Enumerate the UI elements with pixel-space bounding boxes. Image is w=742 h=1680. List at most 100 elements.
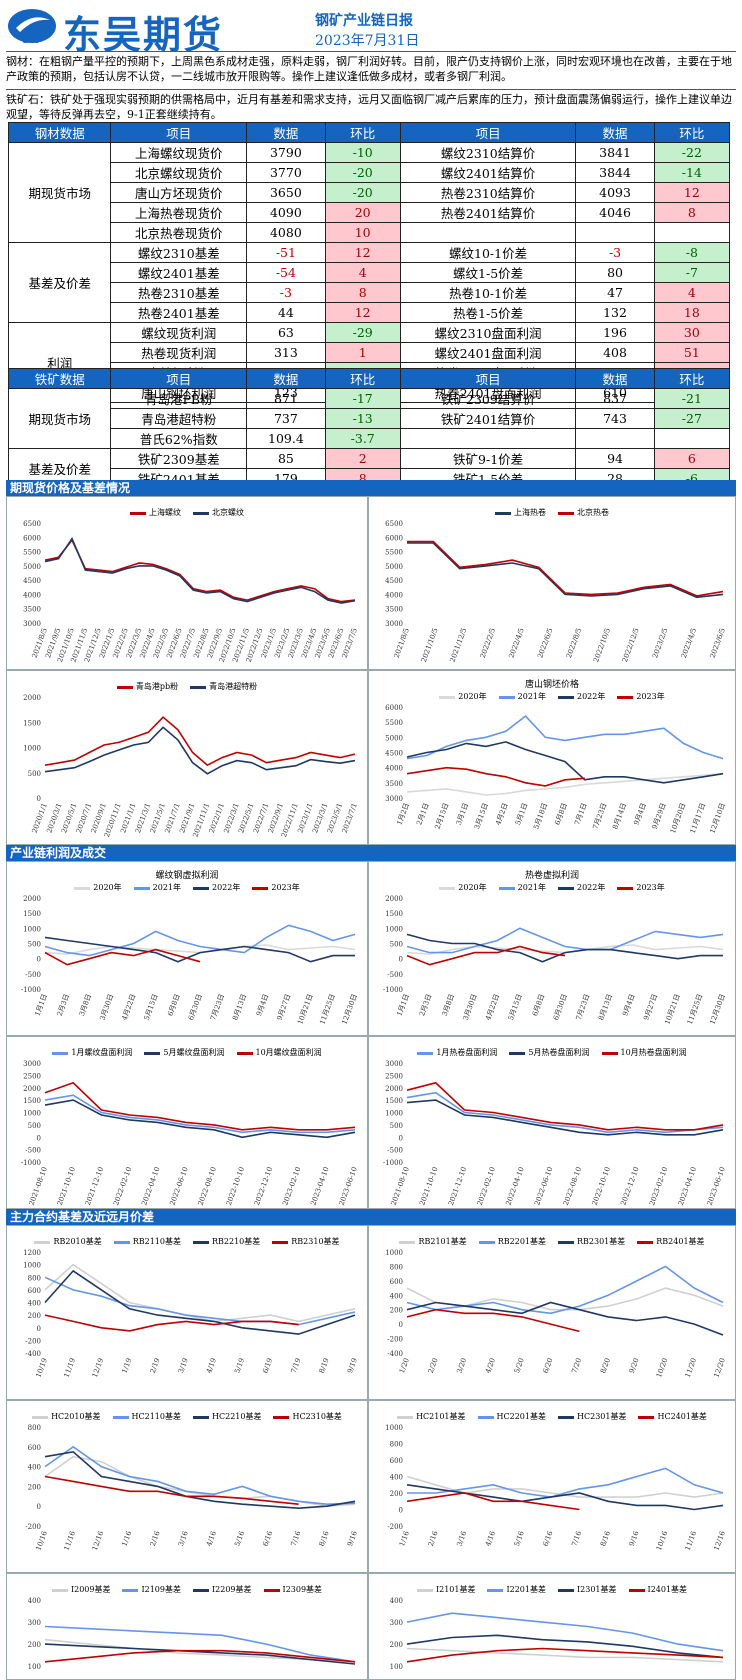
series-line [406,1484,724,1511]
legend-swatch [252,886,269,890]
y-tick-label: -500 [25,971,41,979]
item-change: -14 [653,162,731,183]
legend-label: HC2310基差 [292,1412,342,1421]
item-change: 51 [653,342,731,363]
legend-swatch [478,1240,495,1244]
legend-item: 2020年 [439,691,487,702]
legend-label: 青岛港超特粉 [209,682,258,691]
x-tick-label: 5月18日 [532,802,549,830]
x-tick-label: 2023/2/5 [651,627,669,659]
series-line [44,1094,356,1134]
legend-swatch [193,886,209,890]
table-row: 期现货市场 上海螺纹现货价 3790 -10 螺纹2310结算价 3841 -22 [7,142,731,243]
chart-legend: HC2101基差 HC2201基差 HC2301基差 HC2401基差 [369,1411,735,1422]
x-tick-label: 2023-02-10 [648,1166,669,1207]
y-tick-label: 0 [37,795,41,803]
y-tick-label: 0 [399,1134,403,1142]
x-tick-label: 2023-04-10 [677,1166,698,1207]
x-tick-label: 2022-12-10 [619,1166,640,1207]
item-name: 普氏62%指数 [110,428,248,449]
chart-panel: -400 -200 0 200 400 600 800 1000 1/20 2/20 3/20 4/2… [368,1225,736,1400]
y-tick-label: 600 [28,1444,41,1452]
x-tick-label: 10/19 [34,1357,48,1379]
x-tick-label: 2022-10-10 [591,1166,612,1207]
x-tick-label: 7月23日 [591,802,608,830]
chart-panel: 3000 3500 4000 4500 5000 5500 6000 1月2日 2月1日 2月15… [368,670,736,845]
series-line [406,927,724,954]
table-header-cell: 数据 [246,368,326,389]
table-row: 利润 螺纹现货利润 63 -29 螺纹2310盘面利润 196 30 [7,322,731,403]
x-tick-label: 4月22日 [484,993,501,1021]
item-value: 109.4 [246,428,326,449]
item-value: 4093 [575,182,655,203]
chart-panel: -1000 -500 0 500 1000 1500 2000 1月1日 2月3日 3月8日 3月3… [6,861,368,1036]
x-tick-label: 2/20 [427,1357,440,1375]
x-tick-label: 8/16 [599,1529,612,1547]
item-value: 3650 [246,182,326,203]
x-tick-label: 2022-12-10 [253,1166,274,1207]
series-line [44,1081,356,1131]
legend-item: I2201基差 [487,1584,546,1595]
chart-plot: -1000 -500 0 500 1000 1500 2000 2500 3000 2021-08… [21,1060,359,1207]
y-tick-label: 1000 [23,925,41,933]
x-tick-label: 2021/10/5 [420,627,440,663]
logo-sub: SCF [22,36,41,46]
legend-item: HC2401基差 [638,1411,707,1422]
x-tick-label: 2021/12/5 [449,627,469,663]
series-line [406,933,723,963]
chart-plot: 300035004000450050005500600065002021/8/5… [23,520,359,663]
item-name: 青岛港超特粉 [110,408,248,429]
legend-swatch [399,1240,416,1244]
item-change: -10 [324,142,401,163]
table-row: 热卷现货利润 313 1 螺纹2401盘面利润 408 51 [9,342,731,363]
legend-label: 2022年 [212,883,241,892]
table-row: 上海热卷现货价 4090 20 热卷2401结算价 4046 8 [9,202,731,223]
item-value: 313 [246,342,326,363]
legend-label: HC2010基差 [51,1412,101,1421]
legend-label: 5月热卷盘面利润 [528,1048,590,1057]
report-title: 钢矿产业链日报 [315,13,413,29]
chart-plot: -200 0 200 400 600 800 10/16 11/16 12/16 1/16 2/16… [25,1424,359,1552]
item-value: 871 [246,388,326,409]
chart-panel: 0 500 1000 1500 2000 2020/1/1 2020/3/1 2020/5/1… [6,670,368,845]
legend-item: HC2210基差 [193,1411,261,1422]
x-tick-label: 12/19 [91,1357,105,1379]
legend-label: 2020年 [93,883,122,892]
series-line [406,766,585,787]
x-tick-label: 10月20日 [669,802,687,835]
y-tick-label: 3000 [385,1060,403,1068]
item-value: 80 [575,262,655,283]
x-tick-label: 2022-02-10 [476,1166,497,1207]
item-value: -3 [246,282,326,303]
item-name [399,428,577,449]
legend-item: 2023年 [252,882,300,893]
x-tick-label: 2022-06-10 [168,1166,189,1207]
legend-swatch [116,685,133,689]
series-line [44,1276,356,1326]
x-tick-label: 9月4日 [633,802,648,826]
item-value: 94 [575,448,655,469]
x-tick-label: 12月30日 [708,993,726,1026]
x-tick-label: 5月1日 [514,802,529,826]
legend-label: I2101基差 [435,1585,476,1594]
series-line [406,772,724,796]
legend-label: RB2010基差 [53,1237,102,1246]
series-line [44,936,355,963]
x-tick-label: 10/16 [34,1529,49,1551]
x-tick-label: 2022-08-10 [197,1166,218,1207]
x-tick-label: 1月1日 [396,993,411,1017]
x-tick-label: 3月30日 [98,993,115,1021]
y-tick-label: 2000 [385,1085,403,1093]
legend-item: I2209基差 [193,1584,252,1595]
x-tick-label: 2月3日 [56,993,71,1017]
x-tick-label: 10/16 [655,1529,670,1551]
legend-item: 2023年 [617,882,665,893]
legend-label: RB2101基差 [418,1237,467,1246]
x-tick-label: 4/19 [205,1357,218,1375]
y-tick-label: 500 [28,770,41,778]
chart-title: 热卷虚拟利润 [524,871,579,881]
company-logo-icon: SCF [8,9,56,46]
x-tick-label: 9月29日 [651,802,668,830]
y-tick-label: 400 [390,1474,403,1482]
y-tick-label: 3500 [385,780,403,788]
